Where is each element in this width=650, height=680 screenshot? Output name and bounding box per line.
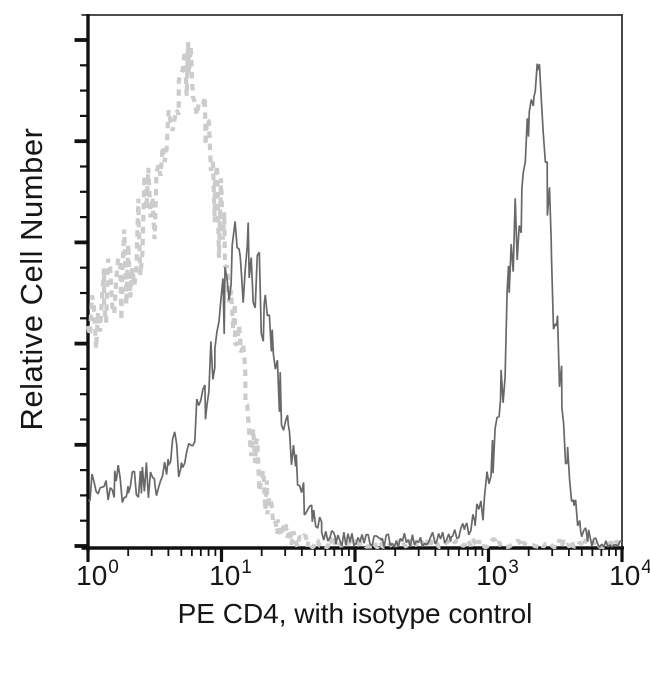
y-axis-label: Relative Cell Number (14, 127, 49, 431)
tick-exponent: 0 (108, 556, 119, 578)
x-tick-label-10e1: 101 (190, 556, 270, 592)
tick-base: 10 (476, 560, 508, 591)
tick-base: 10 (342, 560, 374, 591)
x-tick-label-10e0: 100 (57, 556, 137, 592)
series-isotype_control (85, 41, 623, 549)
tick-base: 10 (609, 560, 641, 591)
x-tick-label-10e3: 103 (457, 556, 537, 592)
tick-exponent: 3 (508, 556, 519, 578)
tick-base: 10 (209, 560, 241, 591)
tick-exponent: 1 (241, 556, 252, 578)
tick-exponent: 4 (641, 556, 650, 578)
tick-base: 10 (76, 560, 108, 591)
series-pe_cd4 (87, 63, 623, 548)
x-axis-label: PE CD4, with isotype control (177, 598, 533, 629)
x-tick-label-10e4: 104 (590, 556, 650, 592)
tick-exponent: 2 (374, 556, 385, 578)
x-tick-label-10e2: 102 (323, 556, 403, 592)
